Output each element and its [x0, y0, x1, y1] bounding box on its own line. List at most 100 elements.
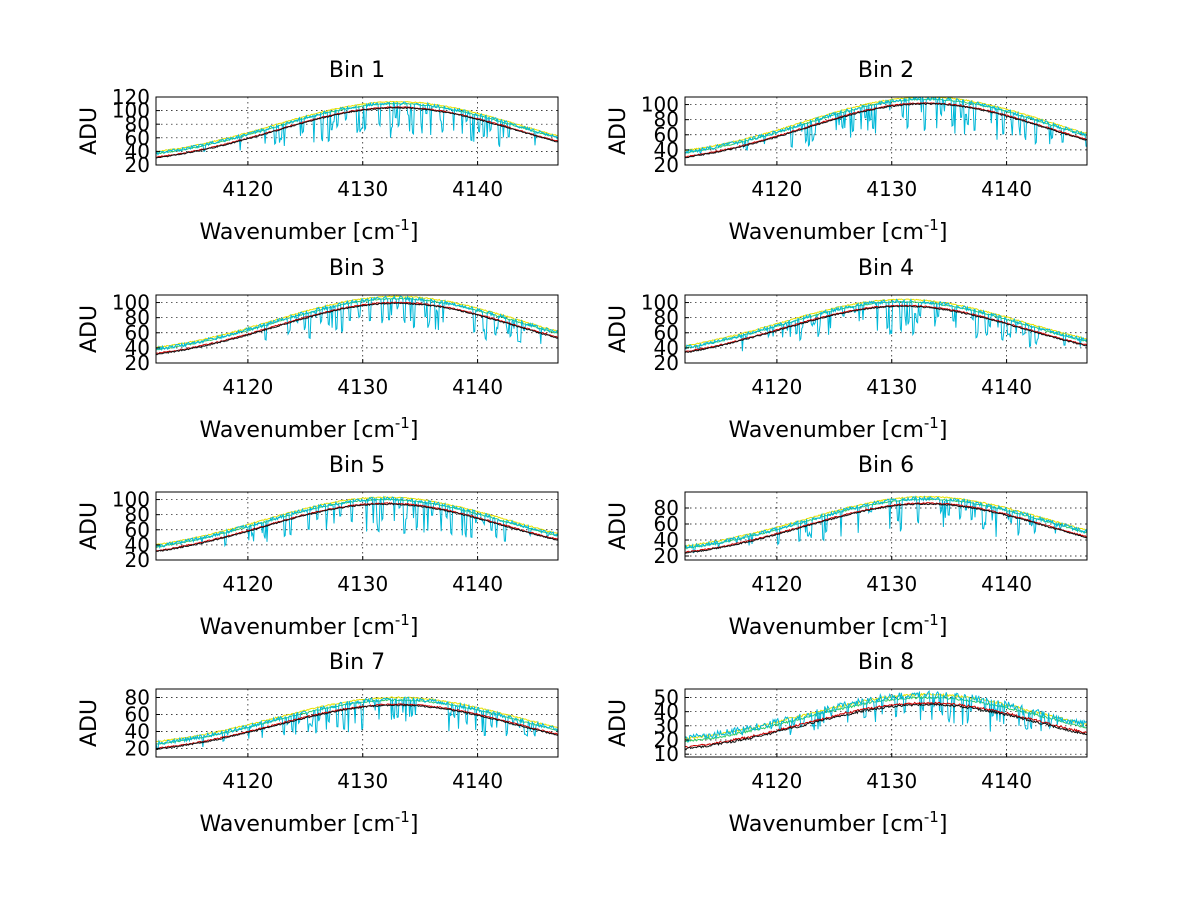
y-tick-label: 60	[654, 123, 679, 147]
series-line-green	[156, 498, 558, 548]
x-tick-label: 4120	[222, 769, 273, 793]
series-line-dark	[156, 503, 558, 553]
x-tick-label: 4130	[337, 375, 388, 399]
y-tick-label: 60	[654, 512, 679, 536]
axes-frame	[684, 96, 1088, 166]
x-tick-label: 4130	[337, 177, 388, 201]
series-line-dark	[156, 302, 558, 356]
y-tick-label: 80	[654, 108, 679, 132]
y-axis-label: ADU	[606, 305, 631, 353]
x-tick-label: 4120	[222, 375, 273, 399]
y-tick-label: 20	[654, 544, 679, 568]
series-line-yellow	[156, 100, 558, 153]
subplot-title: Bin 5	[329, 453, 385, 478]
x-axis-label: Wavenumber [cm-1]	[200, 216, 419, 245]
x-tick-label: 4120	[751, 769, 802, 793]
x-axis-label: Wavenumber [cm-1]	[729, 808, 948, 837]
x-tick-label: 4140	[981, 177, 1032, 201]
series-line-cyan	[156, 495, 558, 549]
y-tick-label: 60	[125, 321, 150, 345]
y-tick-label: 40	[654, 138, 679, 162]
y-axis-label: ADU	[606, 502, 631, 550]
series-line-red	[156, 106, 558, 158]
series-line-dark	[156, 703, 558, 750]
x-tick-label: 4130	[337, 572, 388, 596]
axes-frame	[684, 491, 1088, 561]
y-tick-label: 80	[654, 496, 679, 520]
axes-frame	[155, 491, 559, 561]
x-tick-label: 4130	[866, 572, 917, 596]
series-line-cyan	[685, 495, 1087, 554]
series-line-red	[156, 703, 558, 750]
x-tick-label: 4140	[452, 572, 503, 596]
y-tick-label: 50	[654, 686, 679, 710]
series-line-red	[685, 502, 1087, 554]
y-tick-label: 80	[125, 306, 150, 330]
series-line-green	[156, 102, 558, 155]
y-tick-label: 20	[125, 737, 150, 761]
y-tick-label: 10	[654, 742, 679, 766]
x-tick-label: 4140	[452, 177, 503, 201]
x-axis-label: Wavenumber [cm-1]	[200, 611, 419, 640]
y-tick-label: 60	[125, 703, 150, 727]
y-tick-label: 20	[654, 153, 679, 177]
y-tick-label: 80	[125, 503, 150, 527]
y-axis-label: ADU	[77, 305, 102, 353]
x-tick-label: 4120	[751, 375, 802, 399]
series-line-red	[685, 101, 1087, 158]
y-tick-label: 20	[125, 153, 150, 177]
y-axis-label: ADU	[77, 107, 102, 155]
y-tick-label: 20	[654, 351, 679, 375]
x-tick-label: 4120	[222, 177, 273, 201]
y-tick-label: 40	[125, 533, 150, 557]
subplot-title: Bin 6	[858, 453, 914, 478]
x-tick-label: 4140	[981, 572, 1032, 596]
subplot-title: Bin 2	[858, 58, 914, 83]
y-axis-label: ADU	[606, 107, 631, 155]
series-line-cyan	[156, 696, 558, 750]
series-line-green	[156, 698, 558, 745]
x-axis-label: Wavenumber [cm-1]	[729, 414, 948, 443]
y-tick-label: 100	[112, 99, 150, 123]
subplot-title: Bin 4	[858, 256, 914, 281]
axes-frame	[155, 688, 559, 758]
series-line-dark	[685, 102, 1087, 159]
series-line-yellow	[156, 696, 558, 743]
y-tick-label: 40	[654, 336, 679, 360]
x-tick-label: 4140	[981, 375, 1032, 399]
x-tick-label: 4140	[981, 769, 1032, 793]
x-tick-label: 4140	[452, 769, 503, 793]
x-axis-label: Wavenumber [cm-1]	[200, 414, 419, 443]
subplot-title: Bin 3	[329, 256, 385, 281]
x-axis-label: Wavenumber [cm-1]	[729, 611, 948, 640]
subplot-title: Bin 1	[329, 58, 385, 83]
y-tick-label: 30	[654, 714, 679, 738]
x-tick-label: 4120	[751, 572, 802, 596]
y-tick-label: 120	[112, 85, 150, 109]
series-line-cyan	[685, 298, 1087, 352]
x-tick-label: 4130	[337, 769, 388, 793]
y-tick-label: 60	[125, 126, 150, 150]
y-axis-label: ADU	[77, 699, 102, 747]
series-line-cyan	[156, 101, 558, 156]
axes-frame	[684, 294, 1088, 364]
x-tick-label: 4140	[452, 375, 503, 399]
x-axis-label: Wavenumber [cm-1]	[200, 808, 419, 837]
y-tick-label: 100	[641, 291, 679, 315]
y-axis-label: ADU	[77, 502, 102, 550]
x-tick-label: 4130	[866, 375, 917, 399]
y-tick-label: 100	[112, 291, 150, 315]
y-tick-label: 40	[654, 528, 679, 552]
y-tick-label: 60	[125, 518, 150, 542]
series-line-yellow	[685, 495, 1087, 547]
series-line-cyan	[685, 689, 1087, 743]
